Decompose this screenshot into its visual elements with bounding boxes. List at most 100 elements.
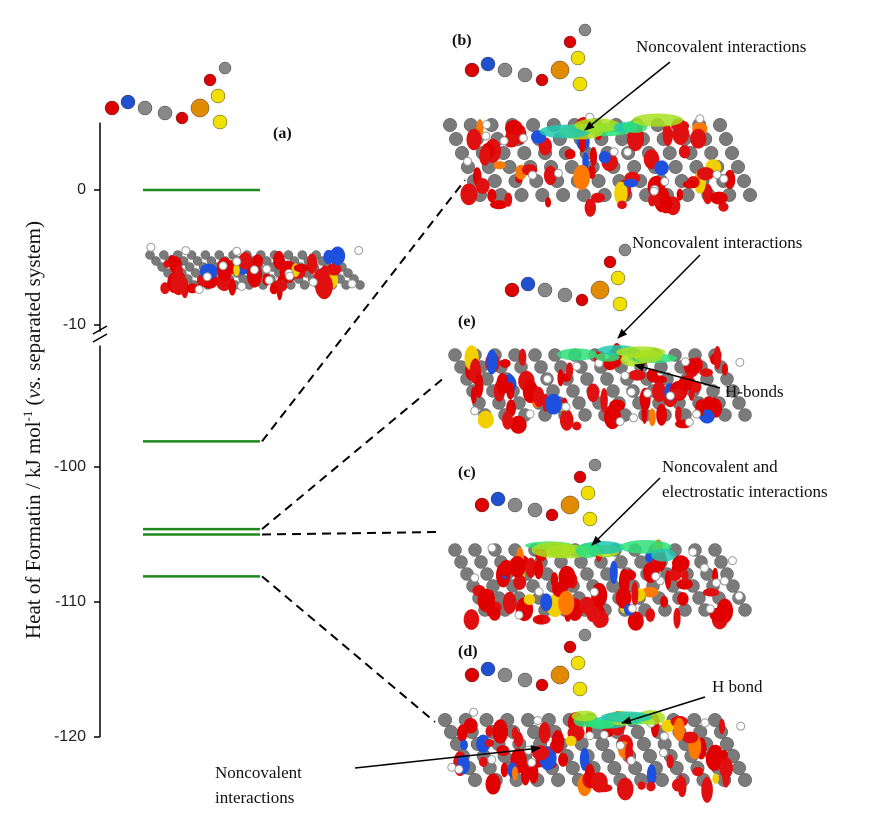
surface-blob	[697, 167, 715, 180]
surface-blob	[565, 736, 576, 746]
hydrogen	[728, 557, 736, 565]
surface-blob	[709, 745, 722, 758]
hydrogen	[627, 757, 635, 765]
hydrogen	[685, 418, 693, 426]
surface-blob	[590, 147, 597, 166]
surface-blob	[573, 165, 590, 190]
atom	[608, 761, 622, 775]
hydrogen	[701, 719, 709, 727]
atom	[176, 112, 188, 124]
surface-blob	[494, 161, 506, 169]
atom	[591, 281, 609, 299]
y-label-part: Heat of Formatin / kJ mol	[21, 421, 45, 639]
atom	[715, 556, 728, 569]
surface-blob	[560, 410, 574, 431]
hydrogen	[737, 722, 745, 730]
atom	[536, 74, 548, 86]
surface-blob	[460, 740, 468, 751]
atom	[579, 24, 591, 36]
atom	[709, 544, 722, 557]
hydrogen	[736, 358, 744, 366]
surface-blob	[485, 739, 494, 747]
hydrogen	[147, 243, 155, 251]
atom	[579, 629, 591, 641]
annotation: Noncovalent	[215, 763, 302, 782]
atom	[631, 725, 645, 739]
y-label-part: (	[21, 399, 45, 406]
surface-blob	[645, 608, 655, 622]
hydrogen	[573, 362, 581, 370]
hydrogen	[543, 375, 551, 383]
panel-label: (e)	[458, 313, 476, 330]
hydrogen	[616, 417, 624, 425]
hydrogen	[666, 392, 674, 400]
hydrogen	[203, 273, 211, 281]
hydrogen	[661, 178, 669, 186]
hydrogen	[706, 605, 714, 613]
surface-blob	[682, 570, 689, 582]
surface-blob	[501, 763, 508, 778]
surface-blob	[330, 246, 345, 265]
surface-blob	[479, 146, 490, 165]
atom	[643, 749, 657, 763]
hydrogen	[650, 187, 658, 195]
hydrogen	[660, 732, 668, 740]
panel-label: (b)	[452, 32, 472, 49]
hydrogen	[250, 266, 258, 274]
atom	[655, 773, 669, 787]
surface-blob	[649, 408, 656, 426]
y-tick-label: -110	[55, 593, 86, 610]
atom	[521, 713, 535, 727]
atom	[602, 749, 616, 763]
atom	[725, 146, 739, 160]
atom	[719, 132, 733, 146]
hydrogen	[464, 157, 472, 165]
y-axis-label: Heat of Formatin / kJ mol-1 (vs. separated…	[20, 221, 45, 639]
y-label-sup: -1	[20, 411, 35, 422]
atom	[607, 385, 620, 398]
atom	[521, 277, 535, 291]
surface-blob	[565, 149, 576, 159]
surface-blob	[171, 271, 187, 295]
hydrogen	[488, 756, 496, 764]
surface-blob	[478, 411, 494, 429]
hydrogen	[681, 358, 689, 366]
atom	[465, 63, 479, 77]
hydrogen	[630, 414, 638, 422]
surface-blob	[675, 406, 682, 422]
surface-blob	[487, 189, 496, 202]
atom	[475, 498, 489, 512]
surface-blob	[540, 593, 552, 611]
surface-blob	[587, 383, 599, 402]
atom	[488, 174, 502, 188]
hydrogen	[644, 389, 652, 397]
atom	[720, 737, 734, 751]
surface-blob	[622, 570, 636, 581]
surface-blob	[504, 193, 512, 207]
atom	[505, 283, 519, 297]
surface-blob	[464, 609, 480, 630]
surface-blob	[677, 592, 688, 606]
atom	[491, 492, 505, 506]
hydrogen	[265, 276, 273, 284]
atom	[518, 68, 532, 82]
connector	[262, 576, 435, 722]
hydrogen	[355, 246, 363, 254]
hydrogen	[586, 732, 594, 740]
y-label-part: separated system)	[21, 221, 45, 371]
hydrogen	[348, 280, 356, 288]
atom	[571, 51, 585, 65]
hydrogen	[535, 588, 543, 596]
atom	[444, 725, 458, 739]
surface-blob	[679, 145, 691, 158]
atom	[475, 556, 488, 569]
atom	[604, 256, 616, 268]
atom	[731, 160, 745, 174]
surface-blob	[679, 777, 687, 797]
surface-blob	[609, 400, 625, 412]
surface-blob	[566, 362, 573, 378]
nci-surface	[532, 542, 576, 558]
annotation-arrow	[592, 478, 660, 545]
y-label-part: vs.	[21, 376, 45, 399]
atom	[469, 544, 482, 557]
